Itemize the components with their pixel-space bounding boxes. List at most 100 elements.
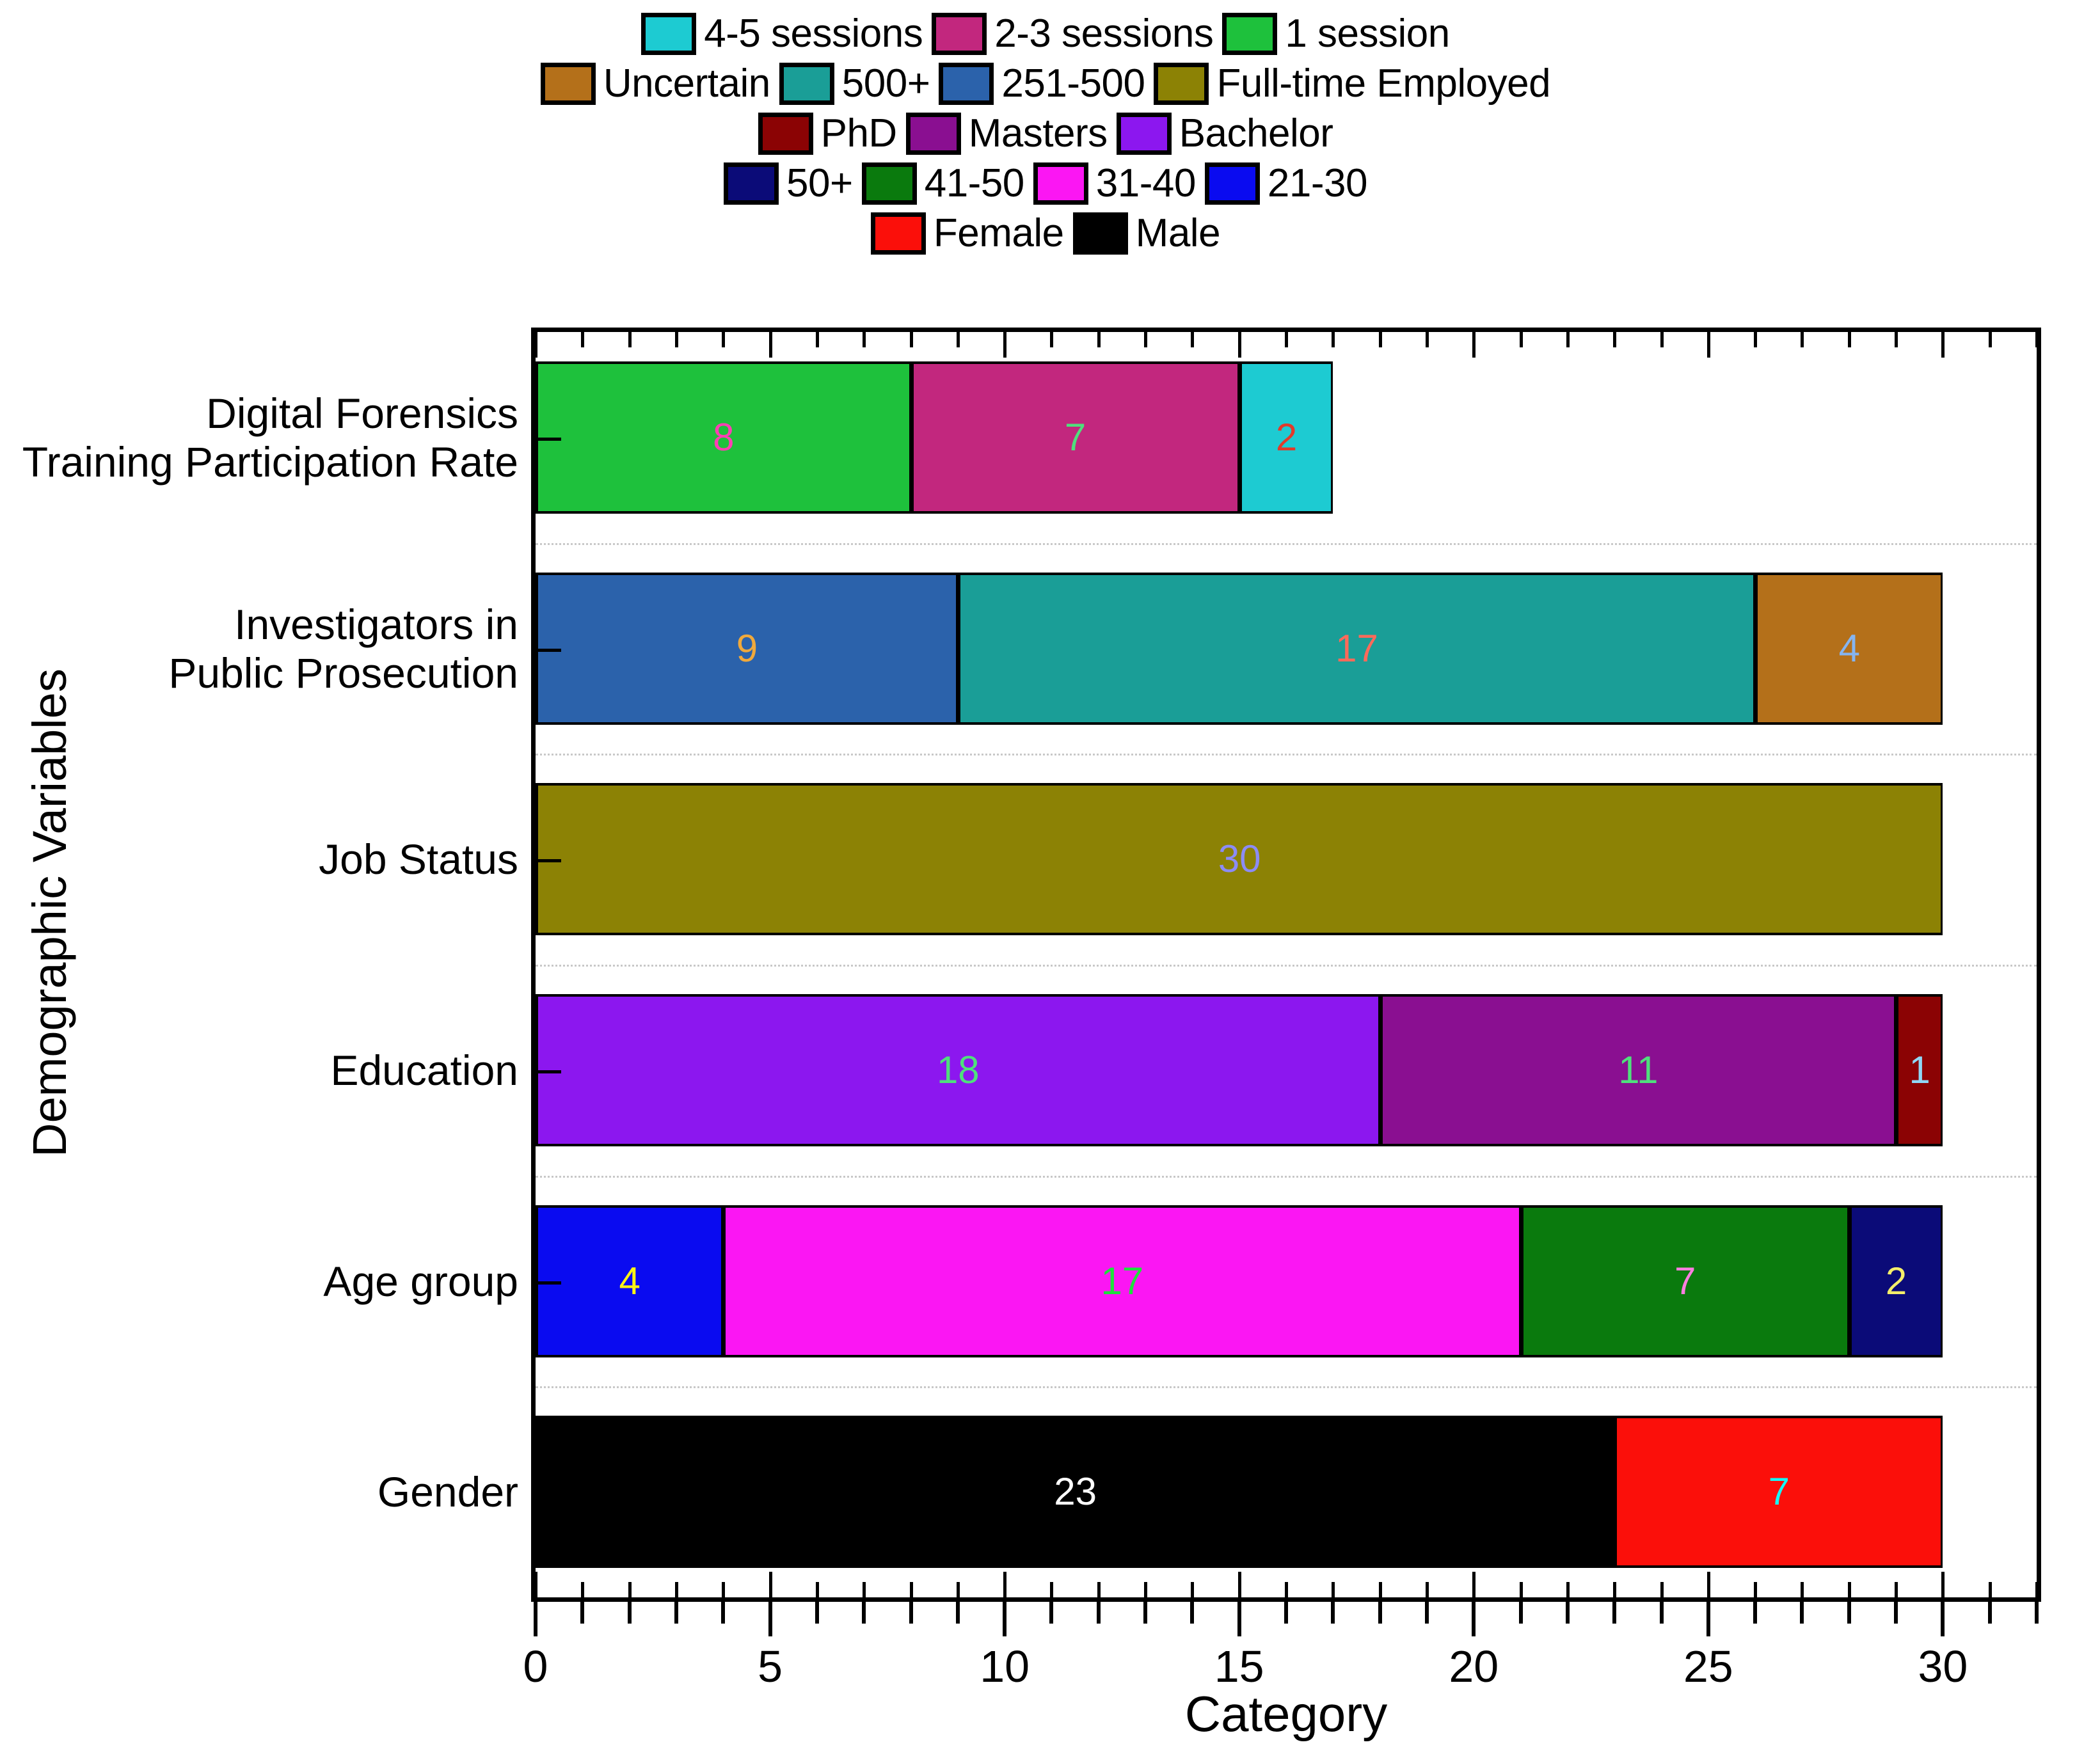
legend-entry[interactable]: Uncertain: [540, 59, 779, 109]
x-outer-major-tick: [1237, 1602, 1241, 1636]
legend-entry[interactable]: 50+: [724, 159, 862, 209]
plot-area: 8 7 2 9 17 4 30 18 11 1 4 17 7 2 23 7: [531, 328, 2041, 1602]
legend-swatch-icon: [540, 63, 596, 105]
bar-segment[interactable]: 4: [536, 1205, 724, 1357]
bar-segment-value: 7: [1064, 415, 1086, 459]
legend-entry[interactable]: Bachelor: [1116, 109, 1342, 159]
legend-row: PhD Masters Bachelor: [758, 109, 1342, 159]
x-axis-minor-tick: [1566, 1582, 1570, 1597]
x-axis-top-minor-tick: [1144, 332, 1148, 347]
legend-entry[interactable]: 31-40: [1033, 159, 1205, 209]
legend-entry[interactable]: 500+: [779, 59, 939, 109]
x-outer-minor-tick: [2035, 1602, 2039, 1624]
x-outer-major-tick: [1003, 1602, 1007, 1636]
legend-swatch-icon: [724, 162, 779, 205]
x-outer-minor-tick: [1518, 1602, 1523, 1624]
bar-segment[interactable]: 7: [1520, 1205, 1849, 1357]
legend-entry[interactable]: 1 session: [1222, 9, 1458, 59]
x-axis-minor-tick: [1847, 1582, 1851, 1597]
stacked-bar[interactable]: 18 11 1: [536, 993, 2037, 1146]
bar-segment-value: 23: [1054, 1470, 1097, 1514]
x-axis-minor-tick: [1895, 1582, 1898, 1597]
stacked-bar[interactable]: 23 7: [536, 1416, 2037, 1569]
y-axis-tick: [536, 437, 561, 441]
y-category-label-line: Age group: [323, 1257, 518, 1305]
stacked-bar[interactable]: 8 7 2: [536, 361, 2037, 514]
stacked-bar[interactable]: 4 17 7 2: [536, 1205, 2037, 1357]
x-axis-top-minor-tick: [956, 332, 960, 347]
x-outer-minor-tick: [1565, 1602, 1570, 1624]
x-outer-minor-tick: [1894, 1602, 1898, 1624]
legend-entry[interactable]: Full-time Employed: [1154, 59, 1559, 109]
legend-swatch-icon: [870, 212, 926, 255]
legend-row: 50+ 41-50 31-40 21-30: [724, 159, 1376, 209]
legend-entry[interactable]: 251-500: [939, 59, 1154, 109]
x-outer-minor-tick: [1847, 1602, 1851, 1624]
x-outer-minor-tick: [1800, 1602, 1804, 1624]
legend-swatch-icon: [1204, 162, 1260, 205]
legend-swatch-icon: [1072, 212, 1128, 255]
x-outer-minor-tick: [1424, 1602, 1429, 1624]
x-axis-minor-tick: [1988, 1582, 1992, 1597]
legend-label: 251-500: [1001, 61, 1145, 106]
x-axis-top-minor-tick: [815, 332, 819, 347]
bar-segment[interactable]: 17: [957, 572, 1756, 725]
bar-segment[interactable]: 11: [1380, 993, 1897, 1146]
bar-segment-value: 17: [1335, 626, 1378, 670]
bar-segment[interactable]: 2: [1239, 361, 1333, 514]
bar-segment[interactable]: 7: [911, 361, 1239, 514]
bar-segment[interactable]: 23: [536, 1416, 1615, 1569]
legend-entry[interactable]: 21-30: [1204, 159, 1376, 209]
y-category-label: Gender: [0, 1467, 518, 1516]
bar-segment[interactable]: 1: [1896, 993, 1943, 1146]
row-separator: [536, 965, 2037, 967]
x-axis-top-minor-tick: [863, 332, 866, 347]
legend-entry[interactable]: 2-3 sessions: [932, 9, 1222, 59]
plot-inner: 8 7 2 9 17 4 30 18 11 1 4 17 7 2 23 7: [534, 332, 2039, 1597]
bar-segment[interactable]: 18: [536, 993, 1380, 1146]
legend-swatch-icon: [1033, 162, 1088, 205]
x-axis-top-minor-tick: [1191, 332, 1195, 347]
bar-segment[interactable]: 17: [723, 1205, 1521, 1357]
x-axis-tick-label: 30: [1918, 1641, 1968, 1691]
bar-segment-value: 18: [936, 1048, 980, 1091]
bar-segment[interactable]: 4: [1755, 572, 1943, 725]
legend-label: 500+: [841, 61, 930, 106]
legend-entry[interactable]: PhD: [758, 109, 906, 159]
legend-entry[interactable]: 4-5 sessions: [641, 9, 932, 59]
bar-segment-value: 11: [1618, 1048, 1659, 1091]
y-category-label: Digital Forensics Training Participation …: [0, 389, 518, 486]
y-axis-tick: [536, 648, 561, 652]
stacked-bar[interactable]: 30: [536, 783, 2037, 936]
bar-segment[interactable]: 30: [536, 783, 1943, 936]
legend-label: Male: [1135, 211, 1221, 255]
bar-segment-value: 9: [736, 626, 758, 670]
bar-segment[interactable]: 9: [536, 572, 958, 725]
x-axis-major-tick: [1706, 1572, 1710, 1597]
x-axis-minor-tick: [1285, 1582, 1288, 1597]
legend-entry[interactable]: Male: [1072, 209, 1229, 258]
y-category-label-line: Gender: [377, 1468, 518, 1516]
x-outer-minor-tick: [862, 1602, 866, 1624]
bar-segment[interactable]: 2: [1849, 1205, 1943, 1357]
legend-label: 41-50: [924, 161, 1025, 205]
legend-label: Masters: [968, 111, 1108, 155]
x-axis-minor-tick: [863, 1582, 866, 1597]
stacked-bar[interactable]: 9 17 4: [536, 572, 2037, 725]
legend-entry[interactable]: Masters: [905, 109, 1117, 159]
bar-segment[interactable]: 7: [1614, 1416, 1943, 1569]
y-category-label-line: Investigators in: [234, 600, 518, 648]
x-axis-top-major-tick: [1472, 332, 1476, 358]
x-axis-major-tick: [1941, 1572, 1945, 1597]
legend-swatch-icon: [1154, 63, 1209, 105]
legend-entry[interactable]: Female: [870, 209, 1073, 258]
x-axis-top-minor-tick: [1613, 332, 1617, 347]
x-axis-major-tick: [534, 1572, 537, 1597]
legend-entry[interactable]: 41-50: [861, 159, 1033, 209]
x-axis-top-minor-tick: [1519, 332, 1523, 347]
x-outer-minor-tick: [674, 1602, 678, 1624]
legend-swatch-icon: [905, 113, 961, 155]
x-outer-minor-tick: [1612, 1602, 1617, 1624]
y-category-label: Education: [0, 1046, 518, 1095]
bar-segment[interactable]: 8: [536, 361, 911, 514]
